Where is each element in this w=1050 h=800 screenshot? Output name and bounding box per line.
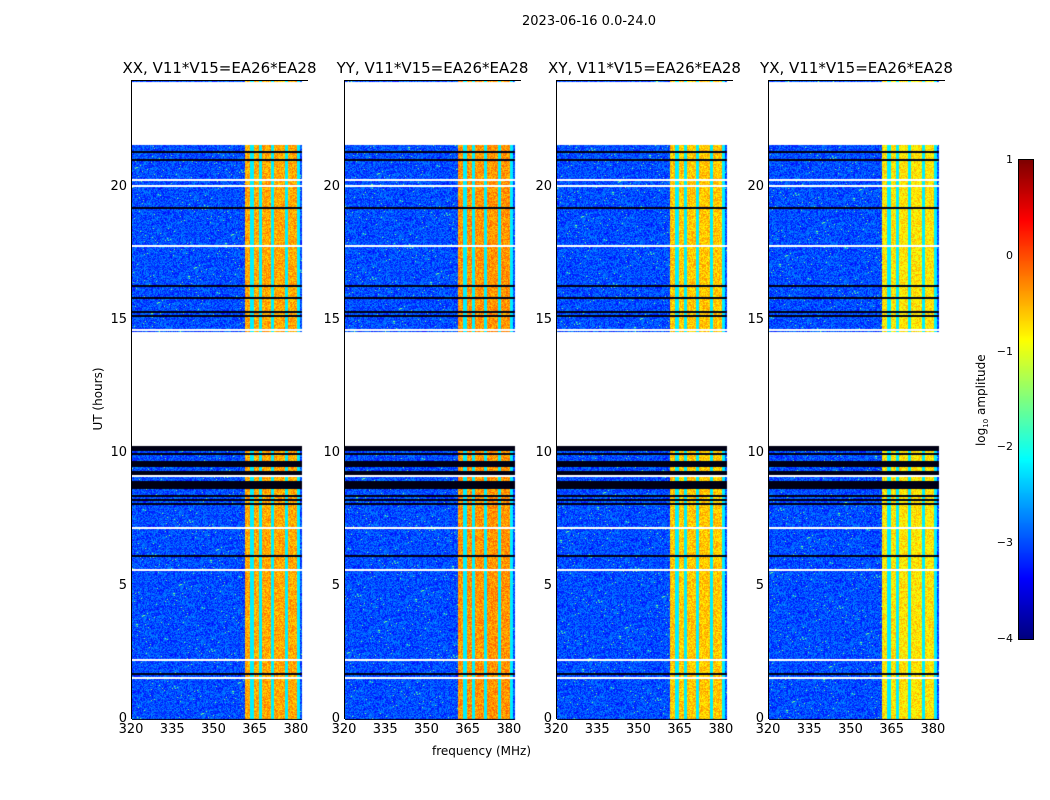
y-tick-label: 15 bbox=[747, 311, 764, 327]
y-tick-label: 5 bbox=[331, 577, 340, 593]
waterfall-panel-2 bbox=[556, 80, 734, 720]
x-tick-label: 365 bbox=[455, 722, 481, 737]
panel-title: YY, V11*V15=EA26*EA28 bbox=[336, 59, 529, 77]
panel-title: XY, V11*V15=EA26*EA28 bbox=[548, 59, 741, 77]
x-tick-label: 365 bbox=[879, 722, 905, 737]
x-tick-label: 365 bbox=[667, 722, 693, 737]
x-tick-label: 380 bbox=[920, 722, 946, 737]
y-tick-label: 0 bbox=[118, 711, 127, 726]
x-tick-label: 335 bbox=[584, 722, 610, 737]
y-tick-label: 10 bbox=[535, 444, 552, 460]
y-tick-label: 15 bbox=[535, 311, 552, 327]
colorbar bbox=[1018, 159, 1034, 640]
y-tick-label: 20 bbox=[747, 178, 764, 194]
waterfall-heatmap bbox=[132, 81, 309, 720]
x-tick-label: 350 bbox=[838, 722, 863, 737]
x-axis-label: frequency (MHz) bbox=[432, 744, 532, 758]
colorbar-tick-label: −1 bbox=[996, 344, 1013, 358]
colorbar-tick-label: 0 bbox=[1006, 248, 1013, 262]
x-tick-label: 350 bbox=[626, 722, 651, 737]
x-tick-label: 380 bbox=[708, 722, 734, 737]
figure-title: 2023-06-16 0.0-24.0 bbox=[522, 14, 656, 29]
y-tick-label: 10 bbox=[747, 444, 764, 460]
colorbar-tick-label: −3 bbox=[996, 536, 1013, 550]
x-tick-label: 365 bbox=[242, 722, 268, 737]
waterfall-heatmap bbox=[345, 81, 522, 720]
x-tick-label: 320 bbox=[118, 722, 144, 737]
y-tick-label: 0 bbox=[755, 711, 764, 726]
y-tick-label: 15 bbox=[110, 311, 127, 327]
x-tick-label: 350 bbox=[414, 722, 439, 737]
waterfall-heatmap bbox=[557, 81, 734, 720]
colorbar-tick-label: −2 bbox=[996, 440, 1013, 454]
waterfall-panel-1 bbox=[344, 80, 522, 720]
x-tick-label: 350 bbox=[201, 722, 226, 737]
x-tick-label: 320 bbox=[331, 722, 357, 737]
panel-title: YX, V11*V15=EA26*EA28 bbox=[760, 59, 953, 77]
y-tick-label: 5 bbox=[118, 577, 127, 593]
waterfall-panel-3 bbox=[768, 80, 946, 720]
waterfall-panel-0 bbox=[131, 80, 309, 720]
x-tick-label: 320 bbox=[543, 722, 569, 737]
y-tick-label: 0 bbox=[331, 711, 340, 726]
x-tick-label: 335 bbox=[159, 722, 185, 737]
y-tick-label: 5 bbox=[755, 577, 764, 593]
y-tick-label: 20 bbox=[535, 178, 552, 194]
y-tick-label: 20 bbox=[323, 178, 340, 194]
y-tick-label: 5 bbox=[543, 577, 552, 593]
panel-title: XX, V11*V15=EA26*EA28 bbox=[122, 59, 317, 77]
y-tick-label: 0 bbox=[543, 711, 552, 726]
x-tick-label: 380 bbox=[283, 722, 309, 737]
waterfall-heatmap bbox=[769, 81, 946, 720]
x-tick-label: 335 bbox=[796, 722, 822, 737]
y-tick-label: 10 bbox=[323, 444, 340, 460]
y-tick-label: 20 bbox=[110, 178, 127, 194]
y-axis-label: UT (hours) bbox=[91, 367, 105, 431]
x-tick-label: 320 bbox=[755, 722, 781, 737]
colorbar-tick-label: 1 bbox=[1006, 153, 1013, 166]
y-tick-label: 10 bbox=[110, 444, 127, 460]
x-tick-label: 335 bbox=[372, 722, 398, 737]
colorbar-tick-label: −4 bbox=[996, 632, 1013, 645]
y-tick-label: 15 bbox=[323, 311, 340, 327]
x-tick-label: 380 bbox=[496, 722, 522, 737]
